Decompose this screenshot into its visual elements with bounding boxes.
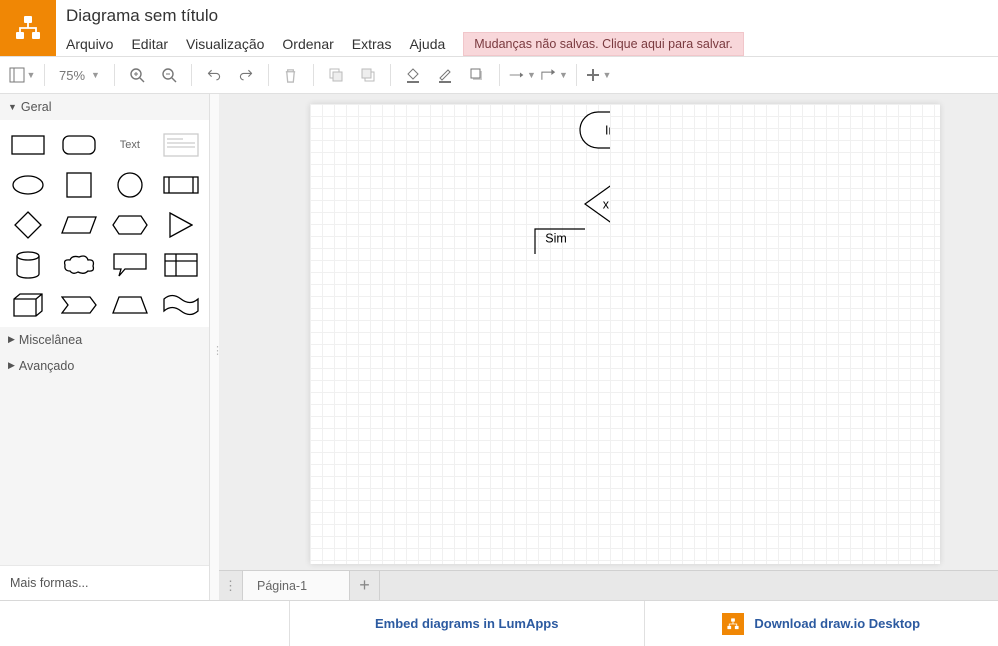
shape-ellipse[interactable] <box>6 170 51 200</box>
footer-spacer <box>0 601 290 646</box>
topbar: Diagrama sem título Arquivo Editar Visua… <box>0 0 998 56</box>
svg-text:Sim: Sim <box>545 231 567 245</box>
to-back-button[interactable] <box>354 61 382 89</box>
line-color-button[interactable] <box>431 61 459 89</box>
zoom-out-button[interactable] <box>155 61 183 89</box>
waypoint-button[interactable]: ▼ <box>540 61 568 89</box>
shape-step[interactable] <box>57 290 102 320</box>
view-mode-button[interactable]: ▼ <box>8 61 36 89</box>
shape-diamond[interactable] <box>6 210 51 240</box>
menu-extras[interactable]: Extras <box>352 36 392 52</box>
shape-trapezoid[interactable] <box>108 290 153 320</box>
more-shapes[interactable]: Mais formas... <box>0 565 209 600</box>
save-banner[interactable]: Mudanças não salvas. Clique aqui para sa… <box>463 32 743 56</box>
zoom-in-button[interactable] <box>123 61 151 89</box>
delete-button[interactable] <box>277 61 305 89</box>
menubar: Arquivo Editar Visualização Ordenar Extr… <box>66 32 988 56</box>
add-page-button[interactable]: + <box>350 571 380 600</box>
section-general[interactable]: ▼Geral <box>0 94 209 120</box>
shape-text[interactable]: Text <box>108 130 153 160</box>
shadow-button[interactable] <box>463 61 491 89</box>
doc-title[interactable]: Diagrama sem título <box>66 6 988 26</box>
section-advanced-label: Avançado <box>19 359 74 373</box>
workspace: ▼Geral Text <box>0 94 998 600</box>
drawio-icon <box>722 613 744 635</box>
section-general-label: Geral <box>21 100 52 114</box>
footer: Embed diagrams in LumApps Download draw.… <box>0 600 998 646</box>
paper[interactable]: SimNãoIníciox = 4?x é = a 4x é # de 4Fim <box>310 104 940 564</box>
section-misc[interactable]: ▶Miscelânea <box>0 327 209 353</box>
undo-button[interactable] <box>200 61 228 89</box>
redo-button[interactable] <box>232 61 260 89</box>
sidebar-splitter[interactable]: ⋮ <box>210 94 220 600</box>
pages-menu-button[interactable]: ⋮ <box>219 571 243 600</box>
insert-button[interactable]: ▼ <box>585 61 613 89</box>
section-misc-label: Miscelânea <box>19 333 82 347</box>
shape-callout[interactable] <box>108 250 153 280</box>
shape-roundrect[interactable] <box>57 130 102 160</box>
shape-hexagon[interactable] <box>108 210 153 240</box>
page-tab-1[interactable]: Página-1 <box>243 571 350 600</box>
sidebar: ▼Geral Text <box>0 94 210 600</box>
page-tabs: ⋮ Página-1 + <box>219 570 998 600</box>
shape-parallelogram[interactable] <box>57 210 102 240</box>
svg-text:x = 4?: x = 4? <box>603 197 610 211</box>
toolbar: ▼ 75%▼ ▼ ▼ ▼ <box>0 56 998 94</box>
svg-text:Início: Início <box>605 123 610 137</box>
shape-square[interactable] <box>57 170 102 200</box>
shape-tape[interactable] <box>158 290 203 320</box>
menu-help[interactable]: Ajuda <box>409 36 445 52</box>
footer-download-link[interactable]: Download draw.io Desktop <box>645 601 998 646</box>
section-advanced[interactable]: ▶Avançado <box>0 353 209 379</box>
shape-rect[interactable] <box>6 130 51 160</box>
menu-edit[interactable]: Editar <box>131 36 168 52</box>
flowchart: SimNãoIníciox = 4?x é = a 4x é # de 4Fim <box>310 104 610 254</box>
menu-view[interactable]: Visualização <box>186 36 264 52</box>
to-front-button[interactable] <box>322 61 350 89</box>
shape-textbox[interactable] <box>158 130 203 160</box>
shape-process[interactable] <box>158 170 203 200</box>
canvas[interactable]: SimNãoIníciox = 4?x é = a 4x é # de 4Fim <box>220 94 998 600</box>
zoom-select[interactable]: 75%▼ <box>53 68 106 83</box>
shape-cube[interactable] <box>6 290 51 320</box>
shapes-panel: Text <box>0 120 209 327</box>
menu-file[interactable]: Arquivo <box>66 36 113 52</box>
zoom-value: 75% <box>59 68 85 83</box>
shape-table[interactable] <box>158 250 203 280</box>
shape-cylinder[interactable] <box>6 250 51 280</box>
app-logo[interactable] <box>0 0 56 56</box>
shape-triangle[interactable] <box>158 210 203 240</box>
fill-color-button[interactable] <box>399 61 427 89</box>
connection-button[interactable]: ▼ <box>508 61 536 89</box>
menu-arrange[interactable]: Ordenar <box>282 36 333 52</box>
shape-cloud[interactable] <box>57 250 102 280</box>
footer-embed-link[interactable]: Embed diagrams in LumApps <box>290 601 645 646</box>
shape-circle[interactable] <box>108 170 153 200</box>
